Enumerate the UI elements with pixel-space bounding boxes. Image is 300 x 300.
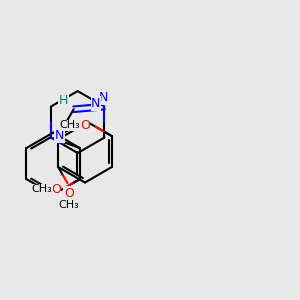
Text: CH₃: CH₃ <box>32 184 52 194</box>
Text: N: N <box>98 92 108 104</box>
Text: N: N <box>91 97 101 110</box>
Text: CH₃: CH₃ <box>59 120 80 130</box>
Text: O: O <box>80 119 90 132</box>
Text: CH₃: CH₃ <box>58 200 80 210</box>
Text: O: O <box>51 183 61 196</box>
Text: N: N <box>55 130 64 142</box>
Text: O: O <box>64 187 74 200</box>
Text: H: H <box>59 94 68 107</box>
